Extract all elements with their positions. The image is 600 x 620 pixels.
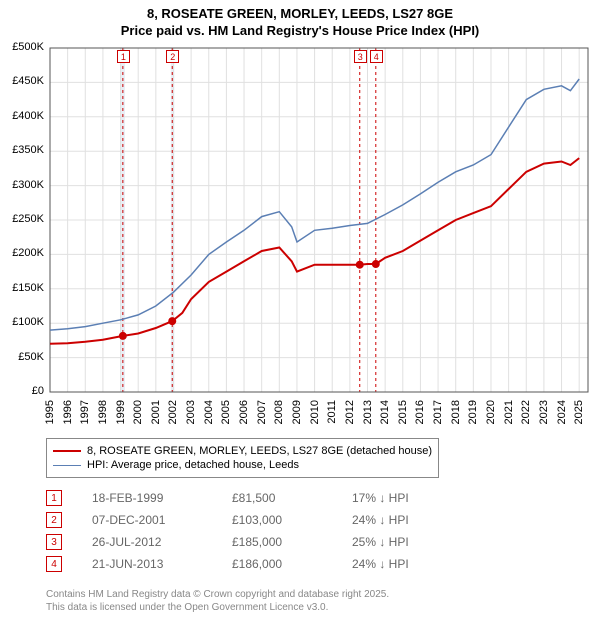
legend-label: HPI: Average price, detached house, Leed… — [87, 459, 299, 471]
chart-svg — [46, 44, 592, 396]
x-tick-label: 1996 — [62, 400, 74, 424]
x-tick-label: 1999 — [115, 400, 127, 424]
attribution-line1: Contains HM Land Registry data © Crown c… — [46, 589, 389, 600]
chart-title: 8, ROSEATE GREEN, MORLEY, LEEDS, LS27 8G… — [0, 0, 600, 40]
x-tick-label: 1995 — [44, 400, 56, 424]
transaction-pct: 17% ↓ HPI — [352, 491, 409, 505]
transactions-table: 1 18-FEB-1999£81,50017% ↓ HPI 2 07-DEC-2001… — [46, 490, 409, 578]
x-tick-label: 2003 — [185, 400, 197, 424]
transaction-row: 2 07-DEC-2001£103,00024% ↓ HPI — [46, 512, 409, 528]
transaction-date: 18-FEB-1999 — [92, 491, 232, 505]
legend-label: 8, ROSEATE GREEN, MORLEY, LEEDS, LS27 8G… — [87, 445, 432, 457]
transaction-price: £186,000 — [232, 557, 352, 571]
legend-swatch — [53, 465, 81, 466]
title-line2: Price paid vs. HM Land Registry's House … — [121, 23, 480, 38]
transaction-marker-4: 4 — [46, 556, 62, 572]
x-tick-label: 2014 — [379, 400, 391, 424]
chart-marker-2: 2 — [166, 50, 179, 63]
x-tick-label: 2018 — [450, 400, 462, 424]
attribution-line2: This data is licensed under the Open Gov… — [46, 602, 328, 613]
x-tick-label: 2024 — [556, 400, 568, 424]
x-tick-label: 1997 — [79, 400, 91, 424]
x-tick-label: 2005 — [220, 400, 232, 424]
x-tick-label: 2013 — [362, 400, 374, 424]
x-tick-label: 2011 — [326, 400, 338, 424]
transaction-pct: 24% ↓ HPI — [352, 513, 409, 527]
transaction-pct: 25% ↓ HPI — [352, 535, 409, 549]
transaction-row: 3 26-JUL-2012£185,00025% ↓ HPI — [46, 534, 409, 550]
y-tick-label: £350K — [2, 144, 44, 156]
y-tick-label: £150K — [2, 282, 44, 294]
transaction-price: £185,000 — [232, 535, 352, 549]
x-tick-label: 2020 — [485, 400, 497, 424]
chart-marker-4: 4 — [370, 50, 383, 63]
x-tick-label: 2008 — [273, 400, 285, 424]
y-tick-label: £200K — [2, 247, 44, 259]
chart-container: { "title_line1": "8, ROSEATE GREEN, MORL… — [0, 0, 600, 620]
transaction-pct: 24% ↓ HPI — [352, 557, 409, 571]
x-tick-label: 2000 — [132, 400, 144, 424]
transaction-price: £103,000 — [232, 513, 352, 527]
x-tick-label: 2004 — [203, 400, 215, 424]
attribution-text: Contains HM Land Registry data © Crown c… — [46, 588, 389, 614]
transaction-marker-2: 2 — [46, 512, 62, 528]
y-tick-label: £250K — [2, 213, 44, 225]
y-tick-label: £100K — [2, 316, 44, 328]
transaction-date: 07-DEC-2001 — [92, 513, 232, 527]
x-tick-label: 2001 — [150, 400, 162, 424]
x-tick-label: 2016 — [414, 400, 426, 424]
transaction-date: 21-JUN-2013 — [92, 557, 232, 571]
chart-marker-3: 3 — [354, 50, 367, 63]
transaction-row: 1 18-FEB-1999£81,50017% ↓ HPI — [46, 490, 409, 506]
x-tick-label: 2002 — [167, 400, 179, 424]
x-tick-label: 2010 — [309, 400, 321, 424]
x-tick-label: 2017 — [432, 400, 444, 424]
x-tick-label: 2025 — [573, 400, 585, 424]
x-tick-label: 2012 — [344, 400, 356, 424]
chart-marker-1: 1 — [117, 50, 130, 63]
y-tick-label: £500K — [2, 41, 44, 53]
legend-swatch — [53, 450, 81, 452]
transaction-date: 26-JUL-2012 — [92, 535, 232, 549]
transaction-price: £81,500 — [232, 491, 352, 505]
transaction-row: 4 21-JUN-2013£186,00024% ↓ HPI — [46, 556, 409, 572]
legend-item: 8, ROSEATE GREEN, MORLEY, LEEDS, LS27 8G… — [53, 445, 432, 457]
y-tick-label: £400K — [2, 110, 44, 122]
transaction-marker-1: 1 — [46, 490, 62, 506]
x-tick-label: 2021 — [503, 400, 515, 424]
legend: 8, ROSEATE GREEN, MORLEY, LEEDS, LS27 8G… — [46, 438, 439, 478]
y-tick-label: £450K — [2, 75, 44, 87]
y-tick-label: £50K — [2, 351, 44, 363]
x-tick-label: 1998 — [97, 400, 109, 424]
title-line1: 8, ROSEATE GREEN, MORLEY, LEEDS, LS27 8G… — [147, 6, 453, 21]
x-tick-label: 2019 — [467, 400, 479, 424]
legend-item: HPI: Average price, detached house, Leed… — [53, 459, 432, 471]
transaction-marker-3: 3 — [46, 534, 62, 550]
y-tick-label: £300K — [2, 179, 44, 191]
x-tick-label: 2015 — [397, 400, 409, 424]
x-tick-label: 2023 — [538, 400, 550, 424]
x-tick-label: 2007 — [256, 400, 268, 424]
y-tick-label: £0 — [2, 385, 44, 397]
x-tick-label: 2009 — [291, 400, 303, 424]
x-tick-label: 2022 — [520, 400, 532, 424]
x-tick-label: 2006 — [238, 400, 250, 424]
